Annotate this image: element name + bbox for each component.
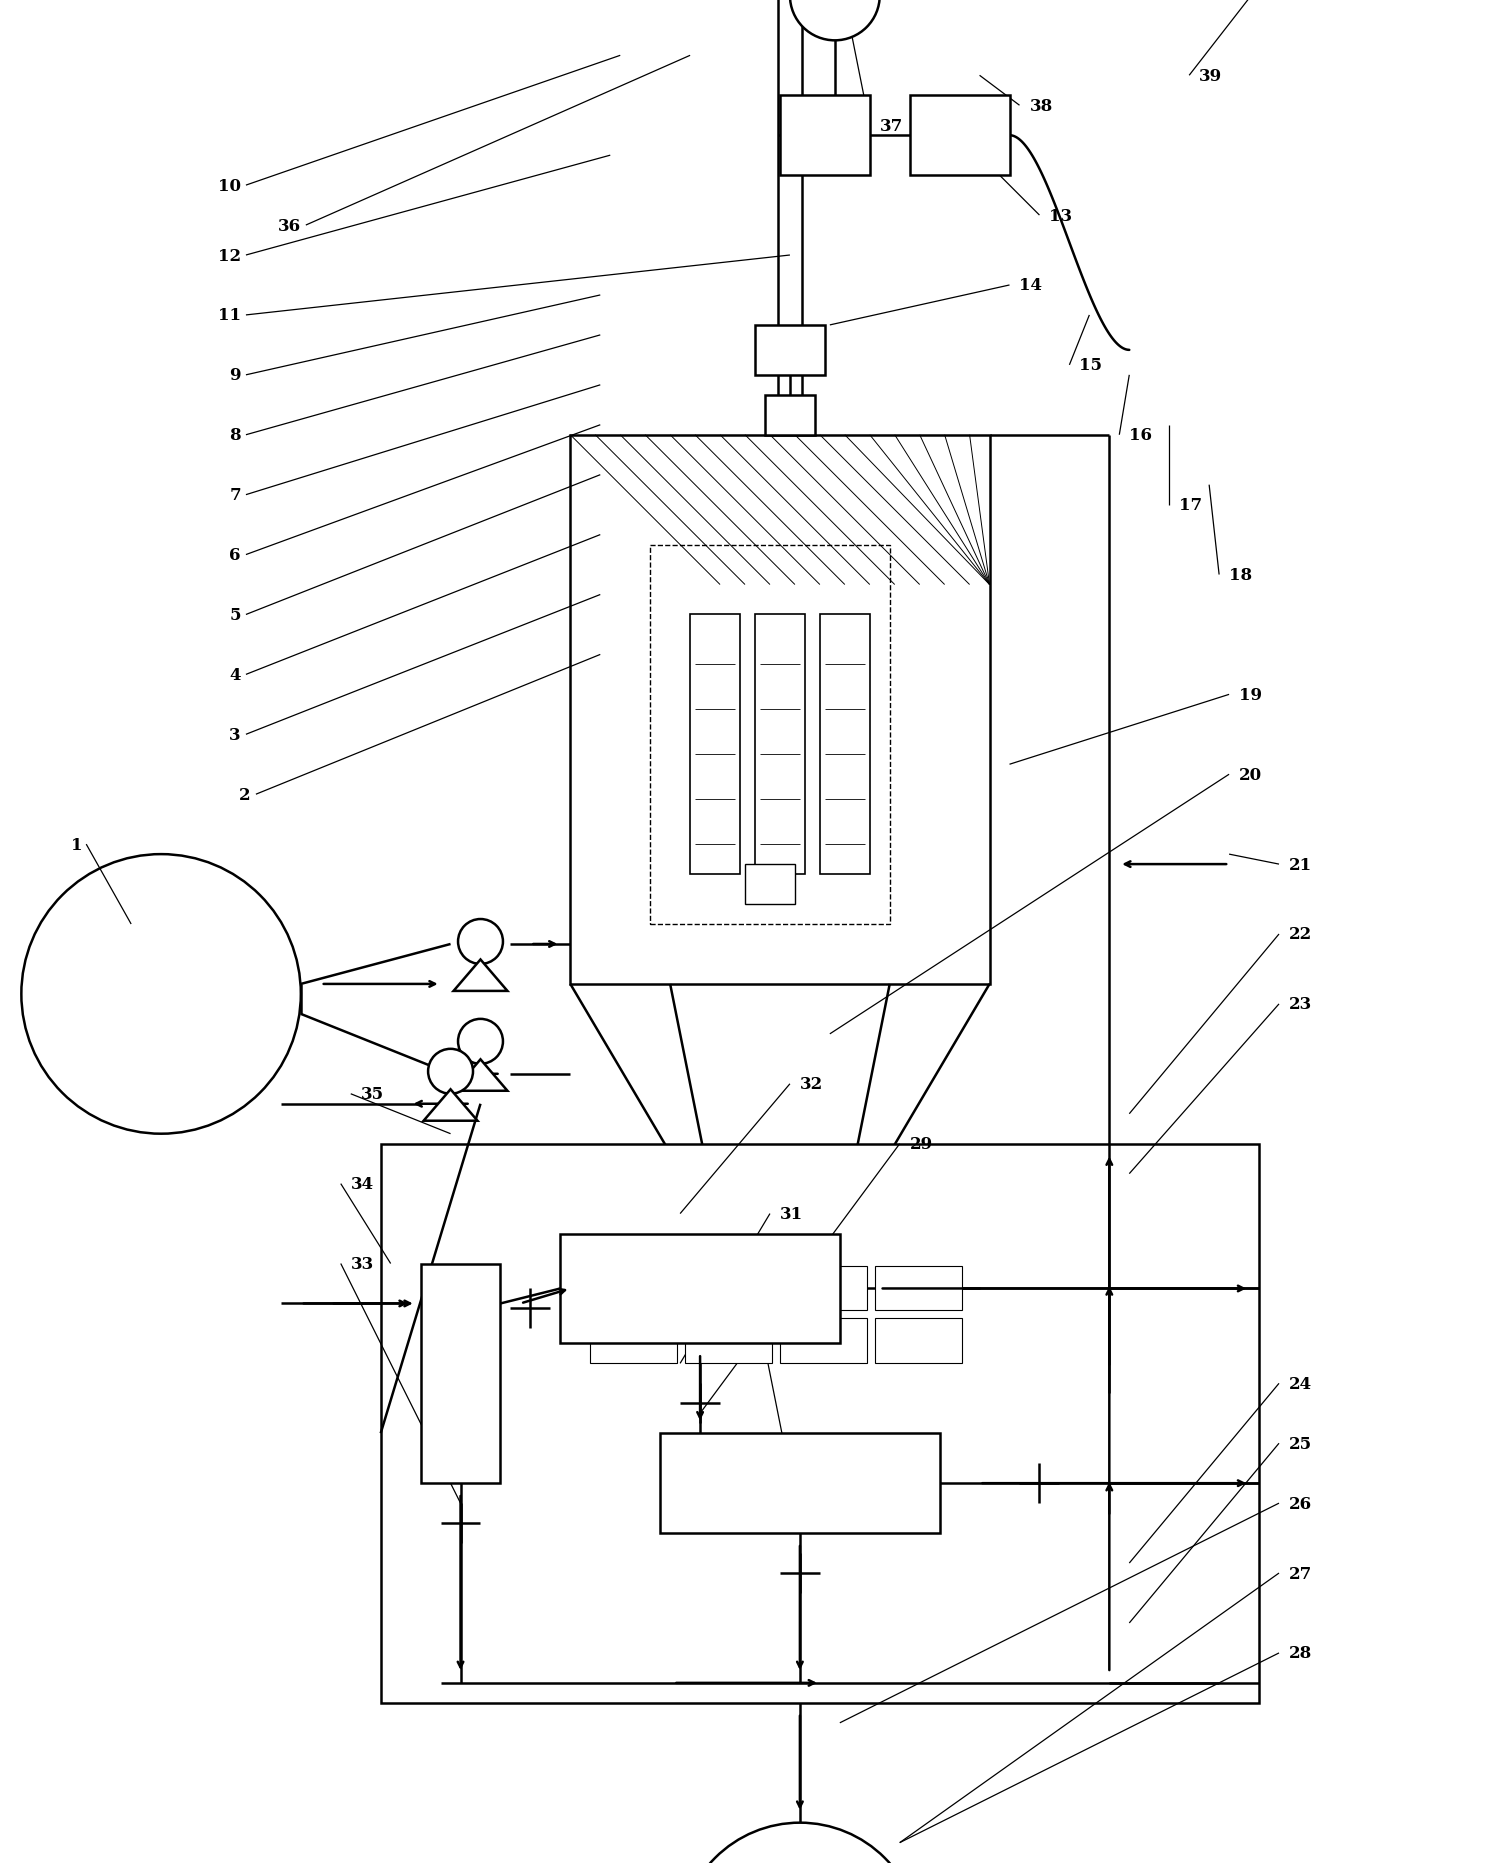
Text: 29: 29 bbox=[909, 1135, 933, 1152]
Text: 18: 18 bbox=[1229, 567, 1253, 583]
Bar bbox=[779, 97, 870, 175]
Text: 14: 14 bbox=[1020, 278, 1042, 295]
Text: 12: 12 bbox=[218, 248, 240, 265]
Text: 32: 32 bbox=[800, 1076, 823, 1092]
Bar bbox=[685, 1318, 772, 1364]
Text: 22: 22 bbox=[1288, 926, 1312, 943]
Bar bbox=[755, 615, 805, 874]
Text: 11: 11 bbox=[218, 308, 240, 324]
Text: 10: 10 bbox=[218, 177, 240, 194]
Text: 24: 24 bbox=[1288, 1376, 1312, 1392]
Bar bbox=[560, 1234, 841, 1344]
Text: 8: 8 bbox=[230, 427, 240, 444]
Text: 30: 30 bbox=[770, 1316, 793, 1333]
Text: 19: 19 bbox=[1239, 686, 1262, 703]
Bar bbox=[421, 1264, 500, 1484]
Text: 9: 9 bbox=[230, 367, 240, 384]
Text: 21: 21 bbox=[1288, 856, 1312, 872]
Bar bbox=[820, 615, 870, 874]
Text: 13: 13 bbox=[1050, 207, 1072, 224]
Text: 27: 27 bbox=[1288, 1564, 1312, 1583]
Text: 4: 4 bbox=[230, 667, 240, 684]
Text: 34: 34 bbox=[351, 1176, 373, 1193]
Circle shape bbox=[458, 1020, 503, 1064]
Bar bbox=[909, 97, 1009, 175]
Bar bbox=[381, 1144, 1259, 1704]
Bar bbox=[745, 865, 794, 904]
Text: 16: 16 bbox=[1129, 427, 1153, 444]
Text: 38: 38 bbox=[1030, 97, 1053, 116]
Bar bbox=[690, 615, 741, 874]
Bar bbox=[660, 1433, 939, 1534]
Circle shape bbox=[458, 919, 503, 964]
Bar bbox=[875, 1318, 961, 1364]
Bar bbox=[551, 1204, 1009, 1394]
Text: 15: 15 bbox=[1079, 358, 1102, 375]
Text: 28: 28 bbox=[1288, 1644, 1312, 1661]
Text: 1: 1 bbox=[72, 837, 82, 854]
Bar bbox=[755, 326, 824, 377]
Bar bbox=[764, 395, 815, 436]
Bar bbox=[875, 1266, 961, 1310]
Text: 17: 17 bbox=[1179, 498, 1202, 514]
Circle shape bbox=[21, 856, 300, 1133]
Text: 5: 5 bbox=[230, 606, 240, 624]
Bar bbox=[649, 546, 890, 925]
Text: 35: 35 bbox=[361, 1085, 384, 1103]
Circle shape bbox=[681, 1823, 920, 1864]
Text: 6: 6 bbox=[230, 546, 240, 563]
Bar bbox=[685, 1266, 772, 1310]
Polygon shape bbox=[454, 1061, 508, 1090]
Bar bbox=[779, 1266, 867, 1310]
Bar bbox=[779, 1318, 867, 1364]
Bar bbox=[570, 436, 990, 984]
Text: 33: 33 bbox=[351, 1254, 373, 1273]
Text: 37: 37 bbox=[879, 117, 903, 134]
Polygon shape bbox=[424, 1090, 478, 1120]
Bar bbox=[590, 1266, 678, 1310]
Text: 26: 26 bbox=[1288, 1495, 1312, 1512]
Bar bbox=[590, 1318, 678, 1364]
Circle shape bbox=[790, 0, 879, 41]
Circle shape bbox=[428, 1049, 473, 1094]
Text: 39: 39 bbox=[1199, 67, 1223, 84]
Text: 3: 3 bbox=[230, 727, 240, 744]
Text: 25: 25 bbox=[1288, 1435, 1312, 1452]
Text: 23: 23 bbox=[1288, 995, 1312, 1012]
Text: 36: 36 bbox=[278, 218, 300, 235]
Text: 20: 20 bbox=[1239, 766, 1262, 783]
Text: 2: 2 bbox=[239, 787, 251, 803]
Text: 7: 7 bbox=[230, 487, 240, 503]
Polygon shape bbox=[454, 960, 508, 992]
Text: 31: 31 bbox=[779, 1206, 803, 1223]
